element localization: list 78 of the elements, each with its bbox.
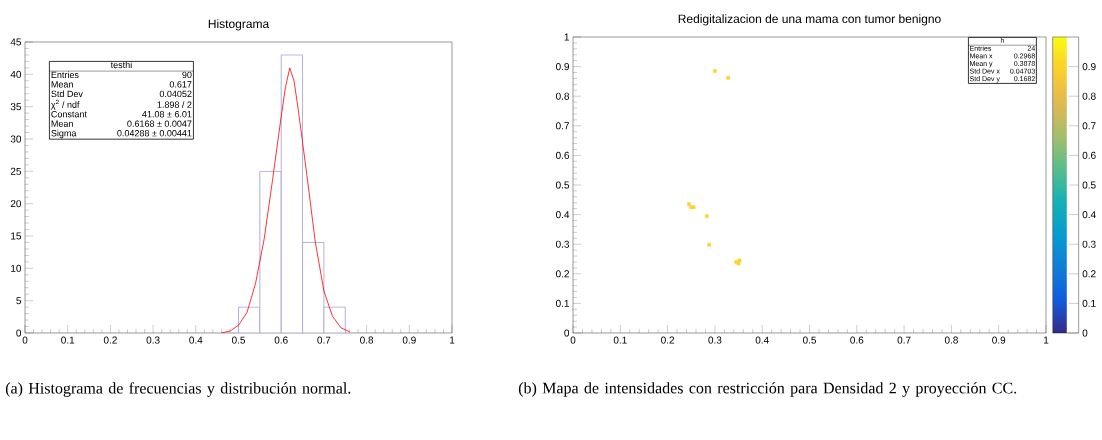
annotation: Std Dev: [51, 90, 83, 98]
annotation: Sigma: [51, 129, 77, 139]
x-tick-label: 0: [570, 336, 576, 344]
annotation: 0.04288 ± 0.00441: [117, 130, 192, 137]
color-bar-label: 0.7: [1082, 122, 1096, 130]
point: [713, 69, 717, 73]
annotation: 90: [182, 71, 192, 79]
x-tick-label: 0.4: [755, 336, 769, 344]
annotation: Entries: [51, 71, 79, 79]
x-tick-label: 0.9: [402, 336, 416, 344]
x-tick-label: 0.6: [274, 336, 288, 344]
color-bar-label: 0.8: [1082, 92, 1096, 100]
text: (a) Histograma de frecuencias y distribución normal.: [5, 382, 351, 397]
x-tick-label: 1: [1044, 336, 1049, 344]
x-tick-label: 0.2: [661, 336, 675, 344]
x-tick-label: 0.5: [802, 336, 817, 344]
chart-title: Histograma: [208, 19, 270, 31]
annotation: χ$^{2}$ / ndf: [51, 99, 80, 110]
annotation: 1.898 / 2: [157, 101, 192, 108]
x-tick-label: 0.3: [146, 336, 160, 344]
y-tick-label: 40: [10, 70, 22, 78]
y-tick-label: 0: [564, 329, 570, 337]
y-tick-label: 45: [10, 38, 22, 46]
annotation: 0.6168 ± 0.0047: [127, 120, 192, 127]
x-tick-label: 0.8: [360, 336, 374, 344]
x-tick-label: 0.1: [613, 336, 627, 344]
color-bar-label: 0: [1082, 329, 1088, 337]
y-tick-label: 0.5: [555, 181, 570, 189]
annotation: testhi: [110, 61, 132, 69]
x-tick-label: 0.1: [61, 336, 75, 344]
y-tick-label: 5: [16, 297, 22, 305]
line-series: [221, 67, 350, 333]
annotation: 41.08 ± 6.01: [142, 111, 192, 118]
color-bar-label: 0.2: [1082, 270, 1096, 278]
x-tick-label: 0.4: [189, 336, 203, 344]
color-bar-label: 0.3: [1082, 240, 1096, 248]
x-tick-label: 0.5: [231, 336, 246, 344]
y-tick-label: 0.1: [555, 299, 569, 307]
x-tick-label: 0.2: [103, 336, 117, 344]
x-tick-label: 0.9: [992, 336, 1006, 344]
y-tick-label: 25: [10, 167, 22, 175]
x-tick-label: 0.7: [897, 336, 911, 344]
annotation: 0.04052: [159, 90, 192, 98]
annotation: Constant: [51, 111, 87, 118]
y-tick-label: 0.8: [555, 92, 570, 100]
text: (b) Mapa de intensidades con restricción para Densidad 2 y proyección CC.: [518, 382, 1017, 397]
x-tick-label: 1: [450, 336, 455, 344]
y-tick-label: 0.7: [555, 122, 569, 130]
point: [737, 258, 742, 263]
color-bar-label: 0.1: [1082, 299, 1096, 307]
annotation: Mean: [51, 81, 73, 88]
color-bar-label: 0.9: [1082, 63, 1096, 71]
annotation: 0.617: [169, 81, 192, 88]
y-tick-label: 15: [11, 232, 22, 240]
y-tick-label: 20: [10, 200, 22, 208]
x-tick-label: 0.6: [850, 336, 864, 344]
point: [705, 214, 709, 218]
x-tick-label: 0: [22, 336, 28, 344]
x-tick-label: 0.7: [317, 336, 331, 344]
y-tick-label: 0: [16, 329, 22, 337]
y-tick-label: 30: [10, 135, 22, 143]
y-tick-label: 10: [11, 264, 22, 272]
point: [726, 76, 730, 80]
color-bar-label: 0.6: [1082, 151, 1096, 159]
chart-title: Redigitalizacion de una mama con tumor benigno: [678, 14, 941, 26]
y-tick-label: 1: [564, 33, 569, 41]
y-tick-label: 0.4: [555, 211, 570, 219]
annotation: Mean: [51, 120, 73, 127]
x-tick-label: 0.8: [944, 336, 958, 344]
y-tick-label: 0.3: [555, 240, 570, 248]
color-bar-label: 0.5: [1082, 181, 1096, 189]
color-bar-label: 0.4: [1082, 211, 1096, 219]
y-tick-label: 0.9: [555, 63, 570, 71]
y-tick-label: 0.2: [555, 270, 569, 278]
point: [707, 242, 712, 247]
y-tick-label: 35: [10, 103, 22, 111]
y-tick-label: 0.6: [555, 151, 570, 159]
x-tick-label: 0.3: [708, 336, 722, 344]
